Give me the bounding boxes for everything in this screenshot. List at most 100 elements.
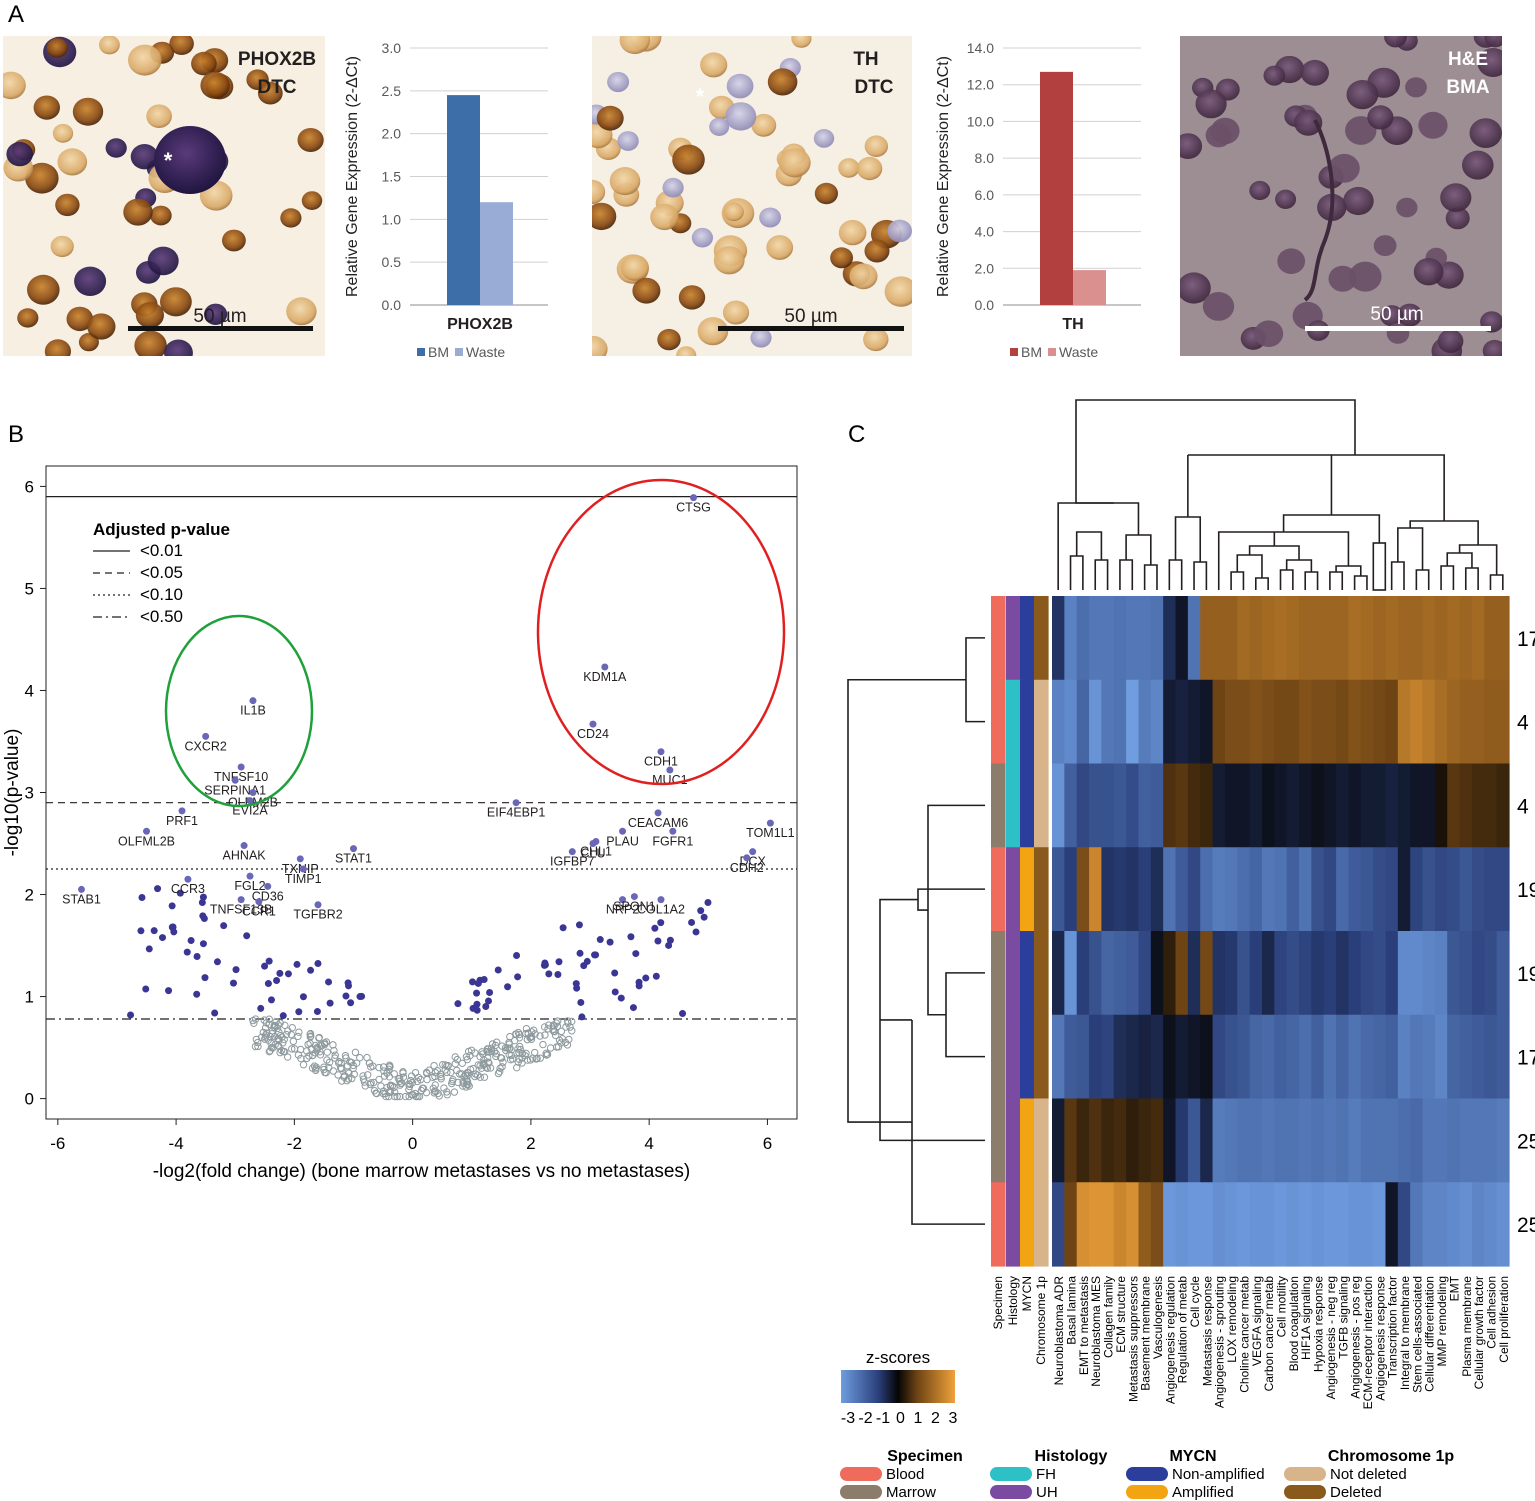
column-label: Carbon cancer metab: [1262, 1276, 1276, 1392]
column-label: ECM structure: [1114, 1276, 1128, 1353]
gene-label: TNFSF10: [214, 770, 268, 784]
heat-cell: [1471, 679, 1485, 765]
point-nonsig: [270, 1021, 278, 1030]
cell-nucleus: [204, 303, 228, 325]
heat-cell: [1249, 596, 1263, 681]
heat-cell: [1150, 1014, 1164, 1100]
heat-cell: [1299, 1098, 1312, 1183]
heat-cell: [1336, 679, 1350, 765]
point-nonsig: [440, 1084, 448, 1092]
dendrogram-branch: [1353, 575, 1368, 590]
cell-nucleus: [856, 156, 883, 181]
point-sig: [580, 962, 588, 970]
heat-cell: [1360, 763, 1374, 848]
heat-cell: [1360, 596, 1374, 681]
heat-cell: [1249, 1182, 1263, 1267]
point-sig: [611, 969, 619, 977]
point-sig: [159, 934, 167, 942]
cell-nucleus: [650, 203, 679, 231]
point-sig: [176, 889, 184, 897]
point-sig: [627, 933, 635, 941]
point-sig: [232, 966, 240, 974]
cell-nucleus: [1469, 118, 1502, 148]
gene-point: [657, 748, 665, 756]
gene-point: [666, 766, 674, 774]
row-label: 4: [1517, 795, 1529, 818]
point-nonsig: [268, 1029, 276, 1038]
annotation-cell: [1020, 847, 1035, 932]
legend-item-label: Deleted: [1330, 1484, 1382, 1501]
point-nonsig: [469, 1064, 477, 1073]
gene-point: [589, 720, 597, 728]
gene-point: [749, 848, 757, 856]
cell-nucleus: [767, 68, 798, 96]
cell-nucleus: [691, 227, 714, 248]
heat-cell: [1471, 1014, 1485, 1100]
point-sig: [273, 977, 281, 985]
heat-cell: [1200, 931, 1214, 1016]
y-tick-label: 2.5: [382, 83, 402, 99]
panel-label-b: B: [8, 421, 24, 448]
heat-cell: [1299, 1182, 1312, 1267]
heat-cell: [1348, 931, 1362, 1016]
heat-cell: [1373, 679, 1387, 765]
bar-chart-phox2b: 0.0 0.5 1.0 1.5 2.0 2.5 3.0 PHOX2B Relative Gene…: [344, 40, 548, 360]
heat-cell: [1459, 847, 1473, 932]
point-nonsig: [254, 1042, 262, 1051]
point-nonsig: [507, 1051, 516, 1060]
heat-cell: [1484, 763, 1498, 848]
heat-cell: [1076, 679, 1090, 765]
point-sig: [193, 953, 201, 961]
point-nonsig: [308, 1064, 317, 1072]
dendrogram-branch: [1464, 567, 1479, 590]
heat-cell: [1323, 931, 1337, 1016]
heat-cell: [1484, 931, 1498, 1016]
gene-label: CD24: [577, 727, 609, 741]
micrograph-he-scale-label: 50 µm: [1370, 304, 1423, 325]
cell-nucleus: [725, 102, 757, 131]
column-label: Angiogenesis regulation: [1163, 1276, 1177, 1404]
point-nonsig: [323, 1056, 331, 1064]
point-nonsig: [295, 1028, 303, 1036]
point-nonsig: [401, 1092, 410, 1101]
heat-cell: [1397, 847, 1411, 932]
heat-cell: [1447, 679, 1461, 765]
column-label: MMP remodeling: [1435, 1276, 1449, 1366]
gene-label: KDM1A: [583, 670, 627, 684]
point-nonsig: [414, 1073, 423, 1082]
heat-cell: [1150, 1098, 1164, 1183]
y-tick-label: 0: [25, 1090, 34, 1109]
cell-nucleus: [830, 247, 853, 269]
point-nonsig: [356, 1054, 364, 1062]
heat-cell: [1348, 1098, 1362, 1183]
micrograph-phox2b-scale-label: 50 µm: [193, 306, 246, 327]
column-label: VEGFA signaling: [1250, 1276, 1264, 1366]
heat-cell: [1311, 679, 1325, 765]
cell-nucleus: [55, 193, 80, 217]
heat-cell: [1434, 1014, 1448, 1100]
column-label: Transcription factor: [1386, 1276, 1400, 1378]
point-nonsig: [407, 1072, 416, 1080]
heat-cell: [1422, 1014, 1436, 1100]
point-nonsig: [367, 1079, 375, 1087]
point-nonsig: [431, 1068, 440, 1077]
gene-point: [512, 799, 520, 807]
point-sig: [578, 1013, 586, 1021]
point-sig: [679, 1009, 687, 1017]
legend-swatch: [1284, 1485, 1326, 1499]
gene-label: IGFBP7: [550, 855, 595, 869]
point-nonsig: [280, 1035, 288, 1044]
point-nonsig: [553, 1022, 562, 1030]
cell-nucleus: [609, 167, 641, 196]
legend-swatch: [840, 1485, 882, 1499]
gene-point: [231, 776, 239, 784]
point-sig: [243, 932, 251, 940]
legend-swatch-waste: [455, 348, 463, 356]
micrograph-phox2b-subtitle: DTC: [257, 77, 296, 98]
heat-cell: [1224, 763, 1238, 848]
legend-label: <0.05: [140, 563, 183, 582]
heat-cell: [1212, 1014, 1226, 1100]
heat-cell: [1348, 596, 1362, 681]
column-label: Plasma membrane: [1460, 1276, 1474, 1377]
